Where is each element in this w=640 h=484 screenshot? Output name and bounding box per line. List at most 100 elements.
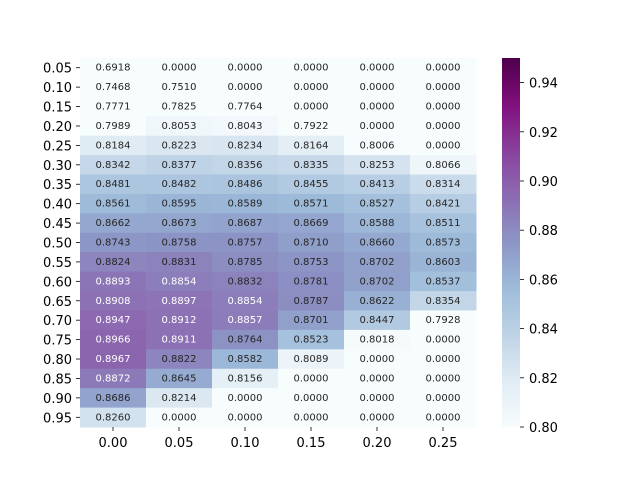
y-tick-label: 0.90 bbox=[43, 392, 72, 407]
y-tick-label: 0.40 bbox=[43, 198, 72, 213]
x-tick-label: 0.05 bbox=[165, 436, 194, 451]
heatmap-cell bbox=[146, 310, 213, 331]
cell-value-label: 0.0000 bbox=[360, 393, 395, 404]
heatmap-cell-labels: 0.6918 0.0000 0.0000 0.0000 0.0000 0.0000 0.74… bbox=[96, 63, 461, 424]
cell-value-label: 0.8857 bbox=[228, 315, 263, 326]
cell-value-label: 0.8006 bbox=[360, 140, 395, 151]
heatmap-cell bbox=[80, 310, 147, 331]
cell-value-label: 0.0000 bbox=[426, 82, 461, 93]
heatmap-cell bbox=[80, 407, 147, 428]
y-tick-label: 0.05 bbox=[43, 62, 72, 77]
heatmap-cell bbox=[410, 388, 477, 409]
heatmap-cell bbox=[146, 291, 213, 311]
cell-value-label: 0.0000 bbox=[294, 82, 329, 93]
heatmap-cell bbox=[212, 407, 279, 428]
cell-value-label: 0.8897 bbox=[162, 296, 197, 307]
heatmap-cell bbox=[80, 96, 147, 117]
heatmap-cell bbox=[410, 232, 477, 253]
cell-value-label: 0.8669 bbox=[294, 218, 329, 229]
cell-value-label: 0.8413 bbox=[360, 179, 395, 190]
cell-value-label: 0.8573 bbox=[426, 238, 461, 249]
heatmap-cell bbox=[410, 155, 477, 176]
heatmap-cell bbox=[410, 310, 477, 331]
x-tick-label: 0.10 bbox=[231, 436, 260, 451]
heatmap-cell bbox=[344, 388, 411, 409]
cell-value-label: 0.0000 bbox=[228, 412, 263, 423]
heatmap-cell bbox=[278, 291, 345, 311]
heatmap-cell bbox=[278, 58, 345, 78]
cell-value-label: 0.8743 bbox=[96, 238, 131, 249]
heatmap-cell bbox=[80, 77, 147, 98]
colorbar-tick-label: 0.80 bbox=[529, 421, 558, 436]
heatmap-cell bbox=[146, 116, 213, 137]
heatmap-cell bbox=[344, 329, 411, 350]
heatmap-cell bbox=[410, 96, 477, 117]
cell-value-label: 0.8660 bbox=[360, 238, 395, 249]
cell-value-label: 0.0000 bbox=[162, 63, 197, 74]
heatmap-cell bbox=[344, 407, 411, 428]
heatmap-cell bbox=[410, 77, 477, 98]
cell-value-label: 0.0000 bbox=[294, 373, 329, 384]
cell-value-label: 0.0000 bbox=[360, 354, 395, 365]
y-tick-label: 0.50 bbox=[43, 237, 72, 252]
cell-value-label: 0.0000 bbox=[426, 121, 461, 132]
cell-value-label: 0.0000 bbox=[426, 393, 461, 404]
colorbar-tick-label: 0.86 bbox=[529, 273, 558, 288]
heatmap-cell bbox=[410, 116, 477, 137]
heatmap-cell bbox=[146, 193, 213, 214]
heatmap-cell bbox=[212, 193, 279, 214]
cell-value-label: 0.8447 bbox=[360, 315, 395, 326]
cell-value-label: 0.8893 bbox=[96, 276, 131, 287]
cell-value-label: 0.8785 bbox=[228, 257, 263, 268]
heatmap-cell bbox=[146, 232, 213, 253]
heatmap-cell bbox=[410, 213, 477, 234]
cell-value-label: 0.7771 bbox=[96, 102, 131, 113]
heatmap-cell bbox=[146, 368, 213, 389]
cell-value-label: 0.8967 bbox=[96, 354, 131, 365]
heatmap-cell bbox=[80, 388, 147, 409]
heatmap-cell bbox=[410, 368, 477, 389]
heatmap-cell bbox=[278, 174, 345, 195]
heatmap-cell bbox=[410, 252, 477, 273]
cell-value-label: 0.7825 bbox=[162, 102, 197, 113]
cell-value-label: 0.8908 bbox=[96, 296, 131, 307]
heatmap-cell bbox=[344, 232, 411, 253]
cell-value-label: 0.0000 bbox=[426, 140, 461, 151]
heatmap-cell bbox=[212, 155, 279, 176]
heatmap-cell bbox=[278, 368, 345, 389]
cell-value-label: 0.8757 bbox=[228, 238, 263, 249]
heatmap-cell bbox=[410, 58, 477, 78]
heatmap-cell bbox=[278, 135, 345, 156]
cell-value-label: 0.0000 bbox=[426, 102, 461, 113]
heatmap-cell bbox=[146, 329, 213, 350]
cell-value-label: 0.0000 bbox=[360, 63, 395, 74]
y-tick-label: 0.55 bbox=[43, 256, 72, 271]
heatmap-cell bbox=[410, 271, 477, 292]
cell-value-label: 0.8571 bbox=[294, 199, 329, 210]
heatmap-cell bbox=[146, 388, 213, 409]
cell-value-label: 0.7468 bbox=[96, 82, 131, 93]
cell-value-label: 0.8824 bbox=[96, 257, 131, 268]
heatmap-cell bbox=[80, 174, 147, 195]
heatmap-cell bbox=[80, 193, 147, 214]
cell-value-label: 0.8354 bbox=[426, 296, 461, 307]
heatmap-cell bbox=[344, 271, 411, 292]
heatmap-cell bbox=[278, 349, 345, 370]
heatmap-cell bbox=[212, 368, 279, 389]
heatmap-cell bbox=[410, 349, 477, 370]
x-tick-label: 0.00 bbox=[99, 436, 128, 451]
heatmap-cell bbox=[146, 77, 213, 98]
cell-value-label: 0.8018 bbox=[360, 335, 395, 346]
heatmap-cell bbox=[344, 58, 411, 78]
heatmap-cell bbox=[344, 310, 411, 331]
cell-value-label: 0.8421 bbox=[426, 199, 461, 210]
cell-value-label: 0.0000 bbox=[426, 373, 461, 384]
cell-value-label: 0.8701 bbox=[294, 315, 329, 326]
cell-value-label: 0.8645 bbox=[162, 373, 197, 384]
cell-value-label: 0.7928 bbox=[426, 315, 461, 326]
cell-value-label: 0.7510 bbox=[162, 82, 197, 93]
cell-value-label: 0.8523 bbox=[294, 335, 329, 346]
cell-value-label: 0.8156 bbox=[228, 373, 263, 384]
cell-value-label: 0.8335 bbox=[294, 160, 329, 171]
cell-value-label: 0.8687 bbox=[228, 218, 263, 229]
